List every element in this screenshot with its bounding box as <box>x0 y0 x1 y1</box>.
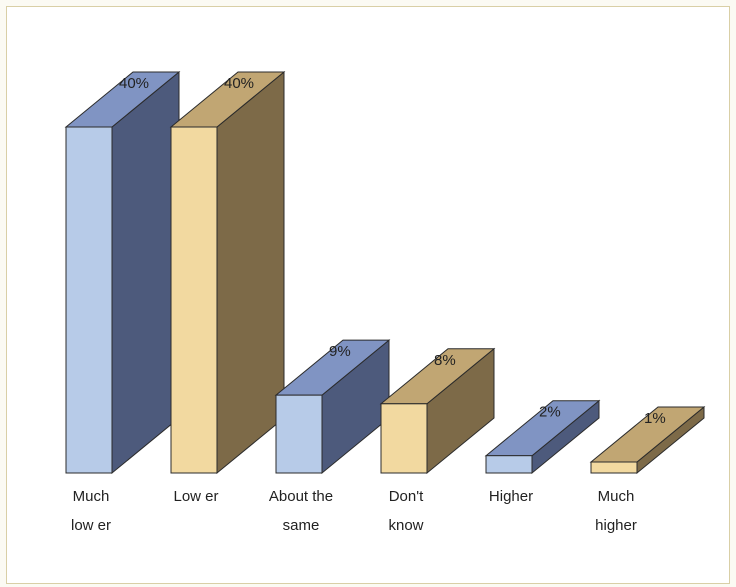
category-label: Higher <box>489 488 533 505</box>
bar-5 <box>484 399 601 475</box>
bar-front-face <box>170 126 218 474</box>
value-label: 9% <box>329 343 351 360</box>
bar-4 <box>379 347 496 475</box>
value-label: 1% <box>644 410 666 427</box>
bar-front-face <box>65 126 113 474</box>
category-label: Much <box>73 488 110 505</box>
bar-3 <box>274 339 391 475</box>
category-label: same <box>283 517 320 534</box>
category-label: Low er <box>173 488 218 505</box>
bar-front-face <box>590 461 638 474</box>
value-label: 8% <box>434 352 456 369</box>
bar-front-face <box>380 403 428 474</box>
bar-front-face <box>275 394 323 474</box>
value-label: 40% <box>224 75 254 92</box>
category-label: higher <box>595 517 637 534</box>
category-label: low er <box>71 517 111 534</box>
category-label: know <box>388 517 423 534</box>
bar-1 <box>64 70 181 475</box>
category-label: Much <box>598 488 635 505</box>
category-label: Don't <box>389 488 424 505</box>
bar-side-face <box>216 70 285 475</box>
bar-side-face <box>111 70 180 475</box>
bar-6 <box>589 405 706 475</box>
bar-front-face <box>485 455 533 474</box>
value-label: 40% <box>119 75 149 92</box>
category-label: About the <box>269 488 333 505</box>
bar-2 <box>169 70 286 475</box>
value-label: 2% <box>539 404 561 421</box>
